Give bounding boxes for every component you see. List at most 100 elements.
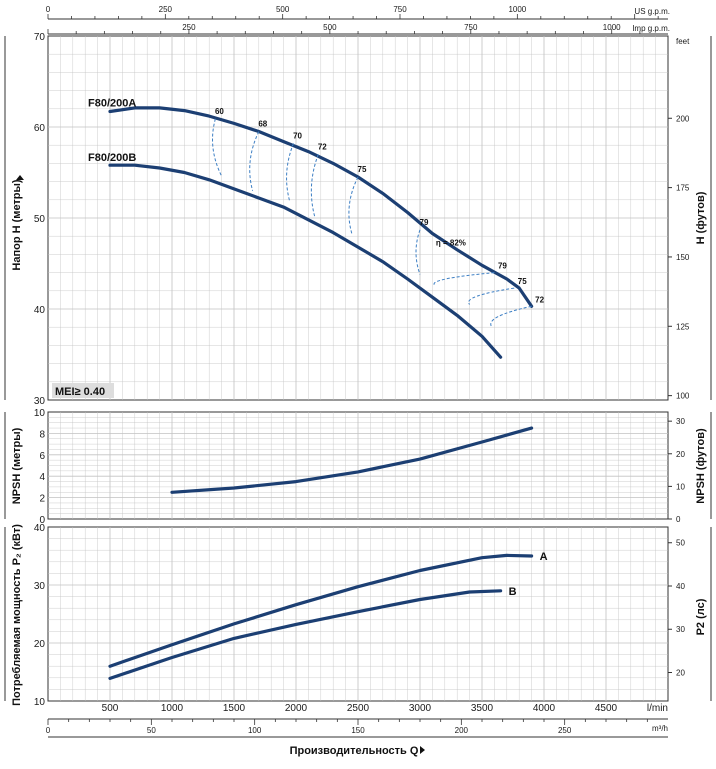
x-tick-label-us: 1000 xyxy=(508,5,526,14)
x-tick-label-imp: 500 xyxy=(323,23,337,32)
power-y-right-title: P2 (лс) xyxy=(695,598,707,635)
series-label: F80/200B xyxy=(88,152,136,164)
y-right-tick-label: 150 xyxy=(676,253,690,262)
efficiency-label: 70 xyxy=(293,131,302,140)
lmin-unit: l/min xyxy=(647,703,668,714)
y-right-tick-label: 0 xyxy=(676,515,681,524)
efficiency-label: 72 xyxy=(535,295,544,304)
y-tick-label: 2 xyxy=(39,494,45,505)
x-tick-label-m3h: 200 xyxy=(455,726,469,735)
efficiency-curve xyxy=(310,154,319,217)
y-right-tick-label: 30 xyxy=(676,417,685,426)
series-line-b xyxy=(108,589,503,681)
head-y-right-title: H (футов) xyxy=(695,191,707,244)
top-axes: 0 250 500 750 1000 250 500 750 1000 US g.p.m. I… xyxy=(46,5,690,46)
y-right-tick-label: 125 xyxy=(676,322,690,331)
efficiency-curve xyxy=(490,305,532,328)
efficiency-label: 75 xyxy=(358,165,367,174)
y-tick-label: 20 xyxy=(34,639,46,650)
x-tick-label-imp: 750 xyxy=(464,23,478,32)
m3h-unit: m³/h xyxy=(652,724,668,733)
y-tick-label: 40 xyxy=(34,305,46,316)
npsh-y-title: NPSH (метры) xyxy=(11,427,23,504)
feet-unit: feet xyxy=(676,37,690,46)
head-y-title: Напор H (метры) xyxy=(11,179,23,270)
x-tick-label-us: 250 xyxy=(159,5,173,14)
x-axis-arrow-icon xyxy=(420,746,425,754)
x-tick-label-lmin: 3500 xyxy=(471,703,494,714)
x-tick-label-m3h: 150 xyxy=(351,726,365,735)
efficiency-label: 75 xyxy=(518,277,527,286)
efficiency-curve xyxy=(433,272,495,286)
x-tick-label-lmin: 3000 xyxy=(409,703,432,714)
series-line-a xyxy=(108,553,534,668)
x-tick-label-lmin: 4500 xyxy=(595,703,618,714)
y-tick-label: 4 xyxy=(39,472,45,483)
y-tick-label: 6 xyxy=(39,451,45,462)
y-right-tick-label: 20 xyxy=(676,668,685,677)
efficiency-curve xyxy=(249,131,260,191)
y-tick-label: 60 xyxy=(34,123,46,134)
series-line-f80/200b xyxy=(108,163,503,359)
power-panel: 10 20 30 40 20 30 40 50 A B xyxy=(34,523,686,708)
series-end-label: A xyxy=(540,551,548,563)
x-tick-label-lmin: 2500 xyxy=(347,703,370,714)
mei-badge xyxy=(52,383,114,398)
npsh-panel: 0 2 4 6 8 10 0 10 20 30 xyxy=(34,408,686,526)
y-right-tick-label: 30 xyxy=(676,625,685,634)
head-panel: 30 40 50 60 70 100 125 150 175 200 F80/200A F80/200… xyxy=(34,32,690,407)
y-tick-label: 30 xyxy=(34,581,46,592)
x-tick-label-m3h: 250 xyxy=(558,726,572,735)
x-tick-label-lmin: 1500 xyxy=(223,703,246,714)
y-right-tick-label: 50 xyxy=(676,539,685,548)
series-line-npsh xyxy=(170,426,534,494)
y-tick-label: 8 xyxy=(39,429,45,440)
head-y-arrow-icon xyxy=(16,175,24,180)
x-axis-title: Производительность Q xyxy=(290,745,419,757)
y-tick-label: 40 xyxy=(34,523,46,534)
us-gpm-unit: US g.p.m. xyxy=(634,7,670,16)
efficiency-label: 79 xyxy=(420,218,429,227)
bottom-axes: 0 50 100 150 200 250 l/min m³/h Производитель… xyxy=(46,703,668,757)
x-tick-label-lmin: 4000 xyxy=(533,703,556,714)
x-tick-label-lmin: 2000 xyxy=(285,703,308,714)
y-tick-label: 70 xyxy=(34,32,46,43)
efficiency-curve xyxy=(415,229,421,275)
power-y-title: Потребляемая мощность P₂ (кВт) xyxy=(11,524,23,706)
efficiency-curve xyxy=(286,143,294,202)
series-label: F80/200A xyxy=(88,98,136,110)
efficiency-label: 60 xyxy=(215,107,224,116)
y-right-tick-label: 200 xyxy=(676,114,690,123)
efficiency-label: 72 xyxy=(318,142,327,151)
imp-gpm-unit: Imp g.p.m. xyxy=(632,24,670,33)
x-tick-label-us: 0 xyxy=(46,5,51,14)
y-tick-label: 10 xyxy=(34,408,46,419)
series-end-label: B xyxy=(509,586,517,598)
y-right-tick-label: 10 xyxy=(676,482,685,491)
npsh-y-right-title: NPSH (футов) xyxy=(695,428,707,504)
x-tick-label-m3h: 0 xyxy=(46,726,51,735)
y-tick-label: 50 xyxy=(34,214,46,225)
x-tick-label-m3h: 50 xyxy=(147,726,156,735)
y-right-tick-label: 100 xyxy=(676,392,690,401)
y-tick-label: 0 xyxy=(39,515,45,526)
y-right-tick-label: 175 xyxy=(676,184,690,193)
x-tick-label-imp: 250 xyxy=(182,23,196,32)
series-line-f80/200a xyxy=(108,106,534,308)
y-tick-label: 10 xyxy=(34,697,46,708)
efficiency-curve xyxy=(348,176,359,234)
x-tick-label-us: 750 xyxy=(393,5,407,14)
x-tick-label-lmin: 1000 xyxy=(161,703,184,714)
efficiency-label: 79 xyxy=(498,262,507,271)
y-tick-label: 30 xyxy=(34,396,46,407)
efficiency-label: 68 xyxy=(258,120,267,129)
x-tick-label-lmin: 500 xyxy=(102,703,119,714)
x-tick-label-imp: 1000 xyxy=(603,23,621,32)
x-tick-label-us: 500 xyxy=(276,5,290,14)
x-tick-label-m3h: 100 xyxy=(248,726,262,735)
y-right-tick-label: 20 xyxy=(676,450,685,459)
mei-label: MEI≥ 0.40 xyxy=(55,386,105,398)
efficiency-label: η = 82% xyxy=(436,239,466,248)
y-right-tick-label: 40 xyxy=(676,582,685,591)
